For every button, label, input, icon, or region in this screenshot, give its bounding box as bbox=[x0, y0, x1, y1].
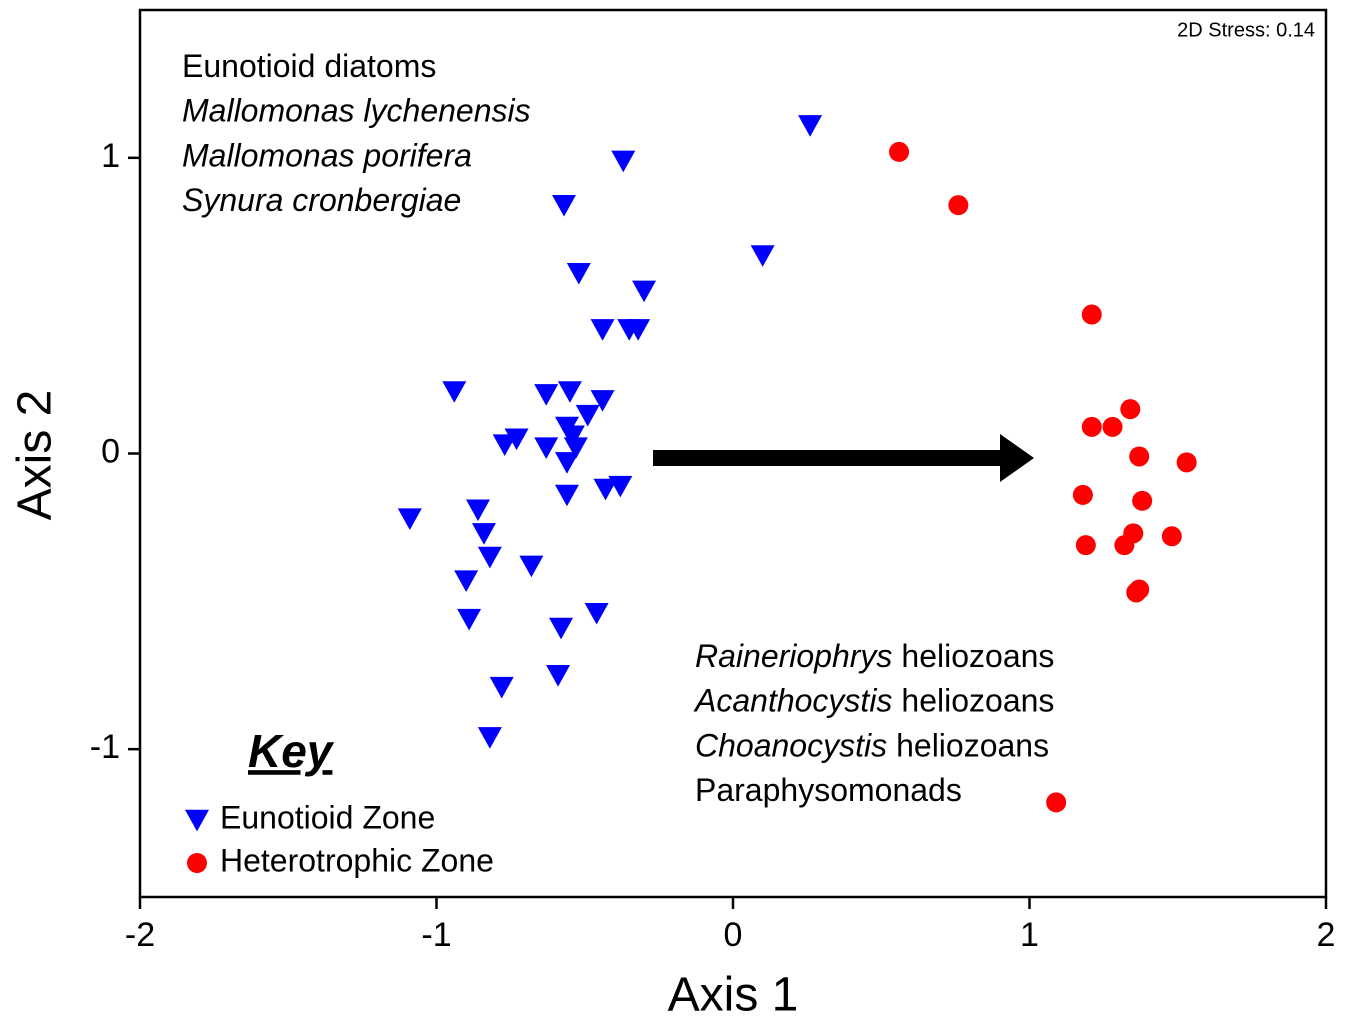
point bbox=[1120, 399, 1141, 420]
point bbox=[889, 141, 910, 162]
y-tick-label: 0 bbox=[101, 432, 120, 470]
point bbox=[1132, 490, 1153, 511]
point bbox=[492, 434, 517, 457]
y-axis-title: Axis 2 bbox=[9, 390, 62, 521]
annotation-part: heliozoans bbox=[896, 728, 1049, 764]
point bbox=[1126, 582, 1147, 603]
point bbox=[584, 602, 609, 625]
point bbox=[575, 404, 600, 427]
point bbox=[1046, 792, 1067, 813]
point bbox=[1176, 452, 1197, 473]
point bbox=[466, 499, 491, 522]
point bbox=[457, 608, 482, 631]
point bbox=[442, 381, 467, 403]
legend-label: Eunotioid Zone bbox=[220, 799, 435, 835]
stress-label: 2D Stress: 0.14 bbox=[1177, 19, 1315, 41]
point bbox=[948, 195, 969, 216]
legend-marker bbox=[185, 809, 209, 832]
legend-title: Key bbox=[248, 725, 335, 777]
annotation-part: Paraphysomonads bbox=[695, 773, 962, 809]
point bbox=[554, 484, 579, 507]
point bbox=[590, 319, 615, 341]
annotation-part: heliozoans bbox=[901, 638, 1054, 674]
annotation-part: Mallomonas porifera bbox=[182, 138, 472, 174]
point bbox=[611, 150, 636, 173]
point bbox=[560, 425, 585, 448]
annotation-line: Paraphysomonads bbox=[695, 773, 962, 809]
point bbox=[1161, 526, 1182, 547]
point bbox=[519, 555, 544, 578]
annotation-line: Mallomonas porifera bbox=[182, 138, 472, 174]
point bbox=[534, 384, 559, 406]
point bbox=[549, 617, 574, 640]
annotation-part: Raineriophrys bbox=[695, 638, 892, 674]
point bbox=[626, 319, 651, 341]
x-tick-label: 0 bbox=[724, 916, 743, 954]
y-tick-label: -1 bbox=[90, 728, 120, 766]
annotation-part: Synura cronbergiae bbox=[182, 183, 461, 219]
point bbox=[1081, 304, 1102, 325]
legend-label: Heterotrophic Zone bbox=[220, 842, 494, 878]
point bbox=[397, 508, 422, 530]
annotation-part: Mallomonas lychenensis bbox=[182, 93, 531, 129]
point bbox=[563, 437, 588, 459]
x-tick-label: 1 bbox=[1020, 916, 1039, 954]
annotation-line: Synura cronbergiae bbox=[182, 183, 461, 219]
point bbox=[632, 280, 657, 303]
x-tick-label: -2 bbox=[125, 916, 155, 954]
annotation-line: Acanthocystis heliozoans bbox=[693, 683, 1054, 719]
annotation-line: Mallomonas lychenensis bbox=[182, 93, 531, 129]
point bbox=[534, 437, 559, 459]
point bbox=[489, 676, 514, 699]
point bbox=[551, 194, 576, 217]
annotation-part: Eunotioid diatoms bbox=[182, 48, 436, 84]
point bbox=[1081, 416, 1102, 437]
point bbox=[1072, 484, 1093, 505]
x-tick-label: -1 bbox=[421, 916, 451, 954]
arrow bbox=[653, 434, 1034, 482]
point bbox=[477, 727, 502, 749]
annotation-part: heliozoans bbox=[901, 683, 1054, 719]
annotation-part: Acanthocystis bbox=[693, 683, 892, 719]
point bbox=[477, 546, 502, 569]
point bbox=[798, 115, 823, 137]
y-tick-label: 1 bbox=[101, 137, 120, 175]
annotation-part: Choanocystis bbox=[695, 728, 887, 764]
point bbox=[1129, 446, 1150, 467]
point bbox=[590, 390, 615, 412]
point bbox=[504, 428, 529, 451]
point bbox=[593, 478, 618, 501]
point bbox=[1114, 535, 1135, 556]
annotation-line: Raineriophrys heliozoans bbox=[695, 638, 1054, 674]
annotation-line: Eunotioid diatoms bbox=[182, 48, 436, 84]
point bbox=[1075, 535, 1096, 556]
point bbox=[750, 245, 775, 267]
legend-marker bbox=[187, 853, 207, 873]
x-tick-label: 2 bbox=[1317, 916, 1336, 954]
point bbox=[546, 665, 571, 687]
point bbox=[557, 381, 582, 403]
point bbox=[454, 570, 479, 593]
point bbox=[554, 452, 579, 474]
annotation-line: Choanocystis heliozoans bbox=[695, 728, 1049, 764]
point bbox=[1102, 416, 1123, 437]
point bbox=[471, 523, 496, 545]
x-axis-title: Axis 1 bbox=[668, 969, 799, 1017]
point bbox=[566, 262, 591, 285]
